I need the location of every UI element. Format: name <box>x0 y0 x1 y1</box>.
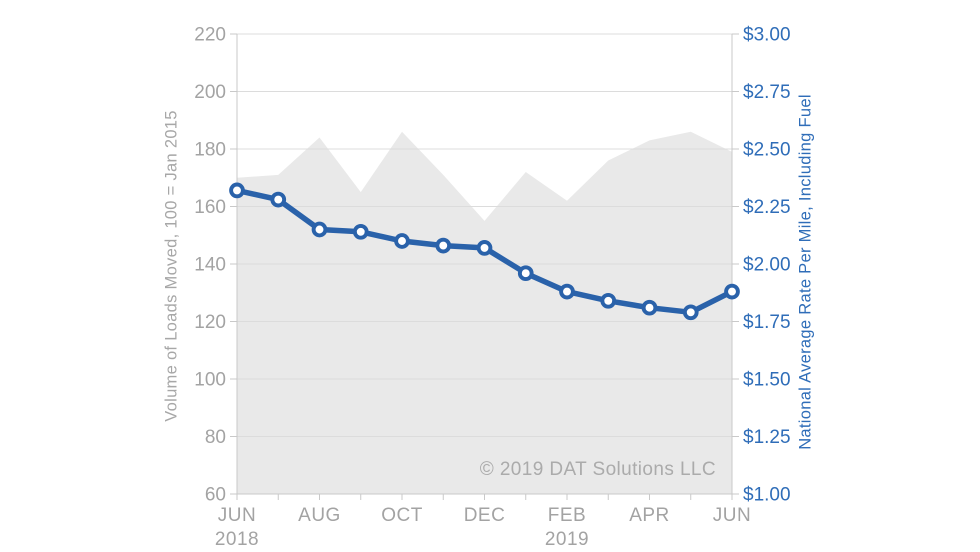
right-tick-label: $1.25 <box>743 427 791 448</box>
right-tick-label: $1.50 <box>743 370 791 391</box>
left-tick-label: 100 <box>194 370 226 391</box>
left-tick-label: 160 <box>194 197 226 218</box>
x-year-label: 2018 <box>215 529 259 550</box>
right-tick-label: $1.75 <box>743 312 791 333</box>
rate-point-marker <box>229 182 245 199</box>
watermark-text: © 2019 DAT Solutions LLC <box>479 459 716 480</box>
rate-point-marker <box>559 283 575 300</box>
left-tick-label: 60 <box>205 485 226 506</box>
rate-point-marker <box>600 292 617 309</box>
rate-point-marker <box>311 221 328 238</box>
rate-point-marker <box>352 223 369 240</box>
volume-area-series <box>237 131 732 494</box>
x-tick-label: APR <box>629 505 670 526</box>
x-year-label: 2019 <box>545 529 589 550</box>
x-tick-label: DEC <box>464 505 506 526</box>
rate-point-marker <box>270 191 287 208</box>
right-tick-label: $2.75 <box>743 82 791 103</box>
rate-point-marker <box>435 237 452 254</box>
x-tick-label: JUN <box>218 505 256 526</box>
rate-point-marker <box>476 240 493 256</box>
rate-point-marker <box>724 283 740 300</box>
right-axis-title: National Average Rate Per Mile, Includin… <box>796 94 815 450</box>
left-tick-label: 180 <box>194 140 226 161</box>
x-tick-label: FEB <box>548 505 586 526</box>
left-tick-label: 140 <box>194 255 226 276</box>
x-tick-label: JUN <box>713 505 751 526</box>
right-tick-label: $2.00 <box>743 255 791 276</box>
right-tick-label: $2.25 <box>743 197 791 218</box>
x-tick-label: OCT <box>381 505 423 526</box>
rate-point-marker <box>517 265 534 282</box>
right-tick-label: $3.00 <box>743 25 791 46</box>
rate-point-marker <box>641 299 658 316</box>
right-tick-label: $2.50 <box>743 140 791 161</box>
rate-point-marker <box>394 233 410 249</box>
left-axis-title: Volume of Loads Moved, 100 = Jan 2015 <box>162 110 181 422</box>
x-tick-label: AUG <box>298 505 341 526</box>
left-tick-label: 200 <box>194 82 226 103</box>
left-tick-label: 120 <box>194 312 226 333</box>
left-tick-label: 220 <box>194 25 226 46</box>
right-tick-label: $1.00 <box>743 485 791 506</box>
left-tick-label: 80 <box>205 427 226 448</box>
rate-point-marker <box>682 304 699 321</box>
